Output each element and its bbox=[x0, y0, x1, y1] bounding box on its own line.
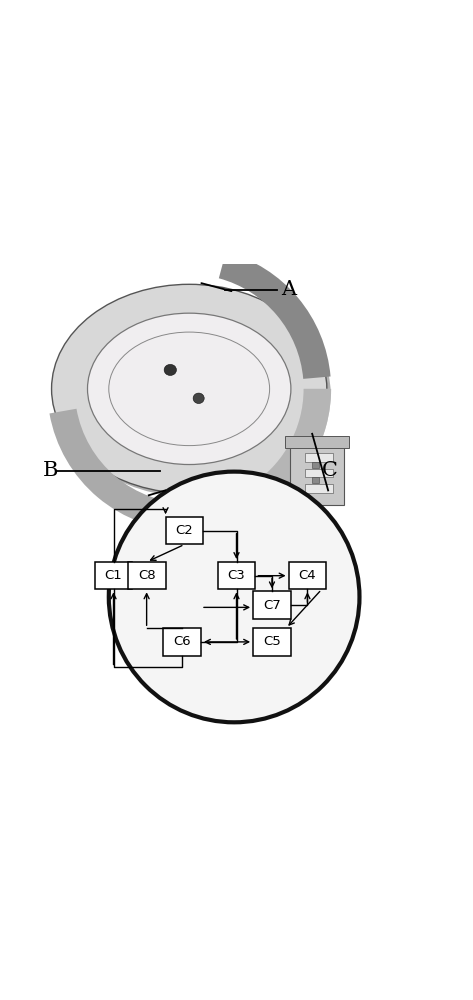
Wedge shape bbox=[219, 252, 331, 379]
FancyBboxPatch shape bbox=[166, 517, 203, 544]
Text: B: B bbox=[43, 461, 58, 480]
Wedge shape bbox=[246, 389, 331, 512]
Ellipse shape bbox=[52, 284, 327, 493]
Bar bbox=[305, 469, 333, 477]
Circle shape bbox=[109, 472, 359, 722]
Ellipse shape bbox=[88, 313, 291, 465]
FancyBboxPatch shape bbox=[128, 562, 166, 589]
Bar bbox=[285, 436, 349, 448]
Bar bbox=[312, 477, 319, 483]
FancyBboxPatch shape bbox=[163, 628, 201, 656]
Wedge shape bbox=[189, 389, 331, 531]
FancyBboxPatch shape bbox=[289, 562, 326, 589]
Text: C5: C5 bbox=[263, 635, 281, 648]
Text: C2: C2 bbox=[175, 524, 193, 537]
Text: C4: C4 bbox=[298, 569, 316, 582]
Wedge shape bbox=[50, 409, 189, 531]
Bar bbox=[312, 462, 319, 468]
Ellipse shape bbox=[55, 288, 331, 497]
Text: C: C bbox=[322, 461, 338, 480]
Text: C8: C8 bbox=[138, 569, 156, 582]
FancyBboxPatch shape bbox=[95, 562, 132, 589]
FancyBboxPatch shape bbox=[253, 628, 291, 656]
Text: C7: C7 bbox=[263, 599, 281, 612]
Bar bbox=[289, 443, 344, 505]
Ellipse shape bbox=[164, 364, 176, 375]
FancyBboxPatch shape bbox=[218, 562, 255, 589]
Text: C1: C1 bbox=[105, 569, 123, 582]
Text: C3: C3 bbox=[228, 569, 245, 582]
Ellipse shape bbox=[193, 393, 204, 404]
Text: A: A bbox=[281, 280, 297, 299]
Bar bbox=[305, 484, 333, 493]
FancyBboxPatch shape bbox=[253, 591, 291, 619]
Bar bbox=[305, 453, 333, 462]
Text: C6: C6 bbox=[173, 635, 191, 648]
